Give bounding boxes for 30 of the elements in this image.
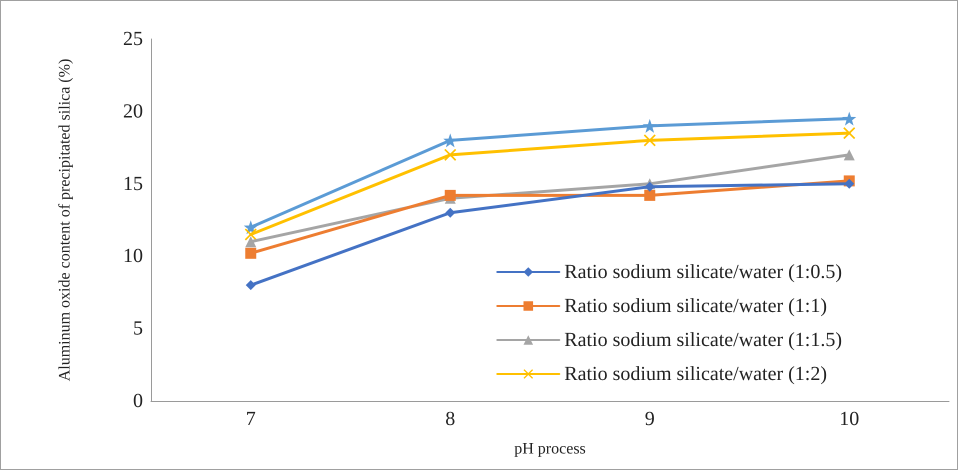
point xyxy=(644,182,655,192)
y-tick-label: 25 xyxy=(123,28,143,50)
point xyxy=(444,148,456,161)
point xyxy=(245,236,256,248)
point xyxy=(444,190,456,201)
point xyxy=(842,112,856,126)
x-axis-title: pH process xyxy=(514,440,586,458)
point xyxy=(246,280,256,290)
x-tick-label: 9 xyxy=(644,408,655,430)
y-tick-label: 15 xyxy=(123,172,143,195)
legend-label: Ratio sodium silicate/water (1:0.5) xyxy=(564,261,842,283)
y-tick-label: 5 xyxy=(133,318,143,340)
x-tick-label: 8 xyxy=(445,408,456,430)
legend-label: Ratio sodium silicate/water (1:2) xyxy=(564,363,828,385)
point xyxy=(844,178,854,189)
point xyxy=(245,248,256,259)
point xyxy=(644,134,656,146)
x-tick-label: 10 xyxy=(839,408,860,430)
point xyxy=(644,190,656,201)
y-axis-title: Aluminum oxide content of precipitated silica (%) xyxy=(56,58,74,382)
point xyxy=(843,127,856,140)
x-tick-label: 7 xyxy=(246,408,256,430)
legend-label: Ratio sodium silicate/water (1:1) xyxy=(564,295,828,317)
point xyxy=(642,118,657,133)
legend-label: Ratio sodium silicate/water (1:1.5) xyxy=(564,329,842,351)
y-tick-label: 0 xyxy=(133,390,143,412)
point xyxy=(844,149,855,160)
point xyxy=(445,208,456,218)
y-tick-label: 20 xyxy=(123,100,143,122)
y-tick-label: 10 xyxy=(123,245,143,268)
